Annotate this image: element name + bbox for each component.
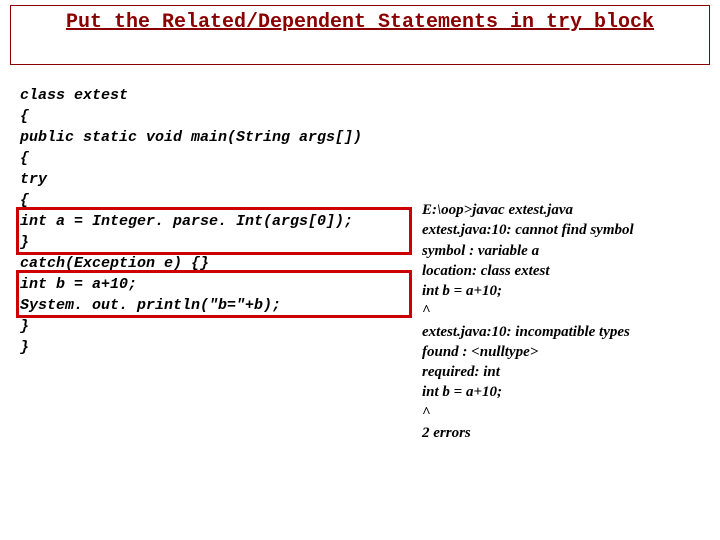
error-line: 2 errors: [422, 423, 702, 443]
code-line: int a = Integer. parse. Int(args[0]);: [20, 213, 353, 230]
code-line: public static void main(String args[]): [20, 129, 362, 146]
code-line: {: [20, 150, 29, 167]
code-line: int b = a+10;: [20, 276, 137, 293]
error-line: extest.java:10: cannot find symbol: [422, 220, 702, 240]
code-line: try: [20, 171, 47, 188]
code-block: class extest { public static void main(S…: [20, 85, 362, 358]
error-line: int b = a+10;: [422, 382, 702, 402]
error-line: extest.java:10: incompatible types: [422, 322, 702, 342]
slide-title: Put the Related/Dependent Statements in …: [50, 10, 670, 36]
error-line: ^: [422, 403, 702, 423]
code-line: catch(Exception e) {}: [20, 255, 209, 272]
code-line: }: [20, 234, 29, 251]
compiler-output: E:\oop>javac extest.java extest.java:10:…: [422, 200, 702, 443]
code-line: System. out. println("b="+b);: [20, 297, 281, 314]
code-line: {: [20, 192, 29, 209]
code-line: {: [20, 108, 29, 125]
error-line: int b = a+10;: [422, 281, 702, 301]
code-line: }: [20, 318, 29, 335]
code-line: }: [20, 339, 29, 356]
error-line: location: class extest: [422, 261, 702, 281]
error-line: ^: [422, 301, 702, 321]
error-line: symbol : variable a: [422, 241, 702, 261]
code-line: class extest: [20, 87, 128, 104]
error-line: E:\oop>javac extest.java: [422, 200, 702, 220]
error-line: found : <nulltype>: [422, 342, 702, 362]
error-line: required: int: [422, 362, 702, 382]
